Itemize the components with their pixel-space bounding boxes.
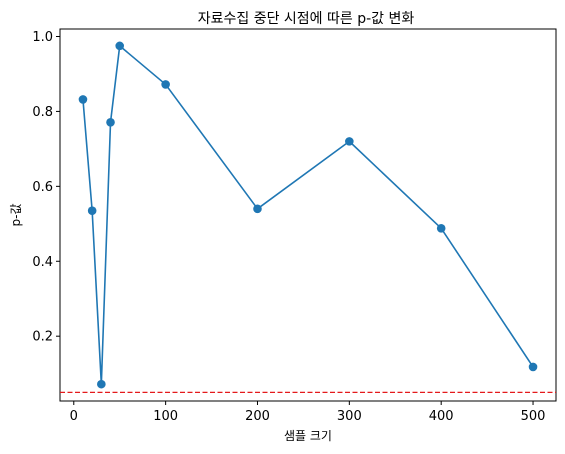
y-tick-label: 1.0 — [32, 30, 53, 45]
x-tick-label: 200 — [245, 409, 270, 424]
data-point — [436, 223, 446, 233]
x-tick-label: 100 — [153, 409, 178, 424]
y-tick-label: 0.4 — [32, 255, 53, 270]
data-point — [528, 362, 538, 372]
y-tick-label: 0.6 — [32, 180, 53, 195]
plot-area — [59, 28, 557, 402]
data-point — [161, 80, 170, 89]
data-point — [78, 95, 88, 104]
data-point — [106, 117, 115, 127]
x-tick-label: 500 — [521, 409, 546, 424]
chart-title: 자료수집 중단 시점에 따른 p-값 변화 — [198, 11, 415, 27]
data-points — [78, 41, 538, 389]
y-tick-label: 0.2 — [32, 330, 53, 345]
x-tick-label: 400 — [429, 409, 454, 424]
data-point — [97, 379, 106, 389]
y-tick-label: 0.8 — [32, 105, 53, 120]
x-axis: 0 100 200 300 400 500 — [70, 401, 546, 424]
series-line-group — [82, 45, 534, 385]
series-line — [82, 45, 534, 385]
x-tick-label: 300 — [337, 409, 362, 424]
data-point — [345, 137, 354, 146]
data-point — [87, 206, 97, 215]
data-point — [115, 41, 125, 51]
plot-frame — [59, 28, 557, 402]
x-axis-label: 샘플 크기 — [284, 429, 332, 443]
x-tick-label: 0 — [70, 409, 78, 424]
data-point — [253, 204, 262, 214]
y-axis: 0.2 0.4 0.6 0.8 1.0 — [32, 30, 60, 345]
y-axis-label: p-값 — [9, 204, 23, 227]
